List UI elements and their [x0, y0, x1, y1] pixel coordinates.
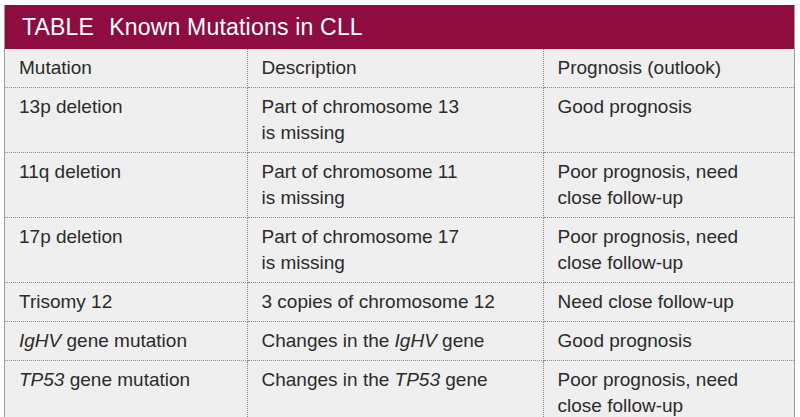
column-header-prognosis: Prognosis (outlook) — [543, 49, 794, 88]
table-row: TP53 gene mutationChanges in the TP53 ge… — [5, 361, 794, 417]
prognosis-cell: Poor prognosis, need close follow-up — [543, 218, 794, 283]
cell-text: Good prognosis — [558, 96, 692, 117]
page: TABLE Known Mutations in CLL Mutation De… — [0, 0, 800, 417]
description-cell: 3 copies of chromosome 12 — [247, 283, 543, 322]
cell-text: 17p deletion — [19, 226, 123, 247]
cell-text: gene mutation — [61, 330, 187, 351]
table-title-bar: TABLE Known Mutations in CLL — [5, 5, 794, 49]
cell-text: Poor prognosis, need close follow-up — [558, 161, 739, 208]
table-row: Trisomy 12 3 copies of chromosome 12 Need … — [5, 283, 794, 322]
gene-name-italic: TP53 — [395, 369, 440, 390]
gene-name-italic: IgHV — [19, 330, 61, 351]
mutations-table: Mutation Description Prognosis (outlook)… — [5, 49, 794, 417]
cell-text: Poor prognosis, need close follow-up — [558, 226, 739, 273]
table-title-prefix: TABLE — [22, 14, 94, 41]
mutation-cell: 11q deletion — [5, 153, 247, 218]
cell-text: 11q deletion — [19, 161, 121, 182]
table-row: 17p deletion Part of chromosome 17 is mis… — [5, 218, 794, 283]
cell-text: Part of chromosome 11 is missing — [262, 161, 458, 208]
mutation-cell: 17p deletion — [5, 218, 247, 283]
cell-text: Trisomy 12 — [19, 291, 112, 312]
cell-text: Good prognosis — [558, 330, 692, 351]
mutation-cell: TP53 gene mutation — [5, 361, 247, 417]
cell-text: Part of chromosome 17 is missing — [262, 226, 459, 273]
cell-text: 3 copies of chromosome 12 — [262, 291, 495, 312]
cell-text: Changes in the — [262, 330, 395, 351]
description-cell: Changes in the TP53 gene — [247, 361, 543, 417]
mutation-cell: IgHV gene mutation — [5, 322, 247, 361]
description-cell: Part of chromosome 17 is missing — [247, 218, 543, 283]
mutation-cell: 13p deletion — [5, 88, 247, 153]
mutation-cell: Trisomy 12 — [5, 283, 247, 322]
description-cell: Part of chromosome 11 is missing — [247, 153, 543, 218]
table-row: 11q deletion Part of chromosome 11 is mis… — [5, 153, 794, 218]
table-body: 13p deletion Part of chromosome 13 is mis… — [5, 88, 794, 417]
prognosis-cell: Good prognosis — [543, 88, 794, 153]
gene-name-italic: IgHV — [395, 330, 437, 351]
cell-text: 13p deletion — [19, 96, 123, 117]
prognosis-cell: Poor prognosis, need close follow-up — [543, 153, 794, 218]
gene-name-italic: TP53 — [19, 369, 64, 390]
prognosis-cell: Poor prognosis, need close follow-up — [543, 361, 794, 417]
prognosis-cell: Need close follow-up — [543, 283, 794, 322]
cell-text: gene — [440, 369, 488, 390]
header-row: Mutation Description Prognosis (outlook) — [5, 49, 794, 88]
cell-text: Poor prognosis, need close follow-up — [558, 369, 739, 416]
table-title: Known Mutations in CLL — [109, 14, 363, 41]
cell-text: Changes in the — [262, 369, 395, 390]
cell-text: Need close follow-up — [558, 291, 734, 312]
table-row: IgHV gene mutationChanges in the IgHV ge… — [5, 322, 794, 361]
table-row: 13p deletion Part of chromosome 13 is mis… — [5, 88, 794, 153]
cell-text: gene mutation — [64, 369, 190, 390]
column-header-mutation: Mutation — [5, 49, 247, 88]
cell-text: Part of chromosome 13 is missing — [262, 96, 459, 143]
description-cell: Part of chromosome 13 is missing — [247, 88, 543, 153]
column-header-description: Description — [247, 49, 543, 88]
cell-text: gene — [437, 330, 485, 351]
description-cell: Changes in the IgHV gene — [247, 322, 543, 361]
prognosis-cell: Good prognosis — [543, 322, 794, 361]
mutations-table-figure: TABLE Known Mutations in CLL Mutation De… — [4, 5, 795, 417]
